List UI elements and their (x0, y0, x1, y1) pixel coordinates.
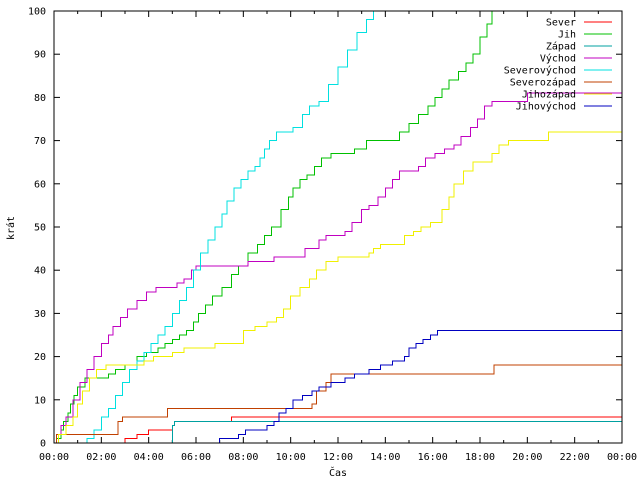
y-tick-label: 60 (34, 179, 46, 190)
legend-entry-label: Východ (540, 53, 576, 65)
x-tick-label: 18:00 (465, 452, 495, 463)
y-tick-label: 90 (34, 50, 46, 61)
y-tick-label: 40 (34, 266, 46, 277)
y-tick-label: 30 (34, 309, 46, 320)
series-line-4 (54, 11, 374, 444)
y-tick-label: 50 (34, 223, 46, 234)
x-tick-label: 12:00 (323, 452, 353, 463)
x-tick-label: 02:00 (86, 452, 116, 463)
x-tick-label: 06:00 (181, 452, 211, 463)
y-tick-label: 80 (34, 93, 46, 104)
legend-entry-label: Sever (546, 18, 576, 29)
legend-entry-label: Jih (558, 30, 576, 41)
series-line-3 (54, 92, 622, 444)
y-tick-label: 70 (34, 136, 46, 147)
x-tick-label: 16:00 (418, 452, 448, 463)
y-tick-label: 10 (34, 395, 46, 406)
legend-entry-label: Severovýchod (504, 65, 576, 77)
series-line-7 (54, 330, 622, 444)
y-tick-label: 0 (40, 439, 46, 450)
y-tick-label: 20 (34, 352, 46, 363)
y-axis-label: krát (5, 216, 17, 240)
x-axis-label: Čas (329, 466, 347, 479)
legend-entry-label: Severozápad (510, 77, 576, 89)
x-tick-label: 08:00 (228, 452, 258, 463)
x-tick-label: 00:00 (607, 452, 637, 463)
y-tick-label: 100 (28, 7, 46, 18)
tick-labels: 0 10 20 30 40 50 60 70 80 90 100 00:00 02:00 04:00 06:… (28, 7, 637, 464)
legend-entry-label: Jihovýchod (516, 101, 576, 113)
x-tick-label: 10:00 (276, 452, 306, 463)
legend: SeverJihZápadVýchodSeverovýchodSeverozáp… (504, 18, 612, 113)
series-line-1 (54, 11, 493, 444)
series-line-6 (54, 131, 622, 444)
x-tick-label: 22:00 (560, 452, 590, 463)
x-tick-label: 04:00 (134, 452, 164, 463)
x-tick-label: 00:00 (39, 452, 69, 463)
x-tick-label: 14:00 (370, 452, 400, 463)
plot-frame (53, 10, 623, 444)
x-tick-label: 20:00 (512, 452, 542, 463)
legend-entry-label: Západ (546, 41, 576, 53)
legend-entry-label: Jihozápad (522, 89, 576, 101)
